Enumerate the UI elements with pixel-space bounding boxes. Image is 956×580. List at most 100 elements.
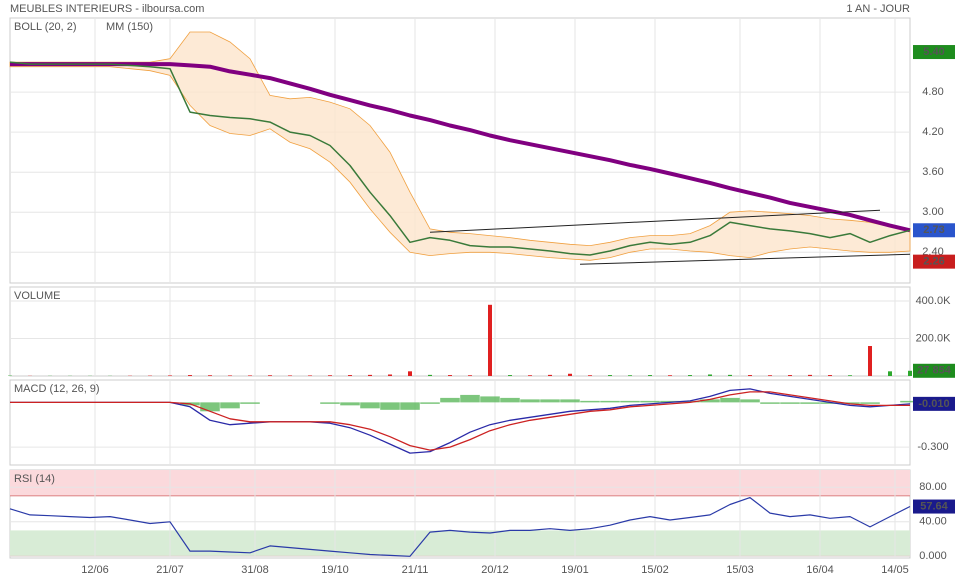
x-tick-label: 12/06 xyxy=(81,564,109,576)
volume-bar xyxy=(708,374,712,376)
x-tick-label: 19/10 xyxy=(321,564,349,576)
value-badge xyxy=(913,396,955,411)
volume-bar xyxy=(428,374,432,376)
histogram-bar xyxy=(620,400,640,403)
zone xyxy=(10,470,910,496)
panel-title: VOLUME xyxy=(14,290,60,302)
volume-bar xyxy=(908,370,912,376)
panel-frame xyxy=(9,379,911,466)
histogram-bar xyxy=(700,399,720,403)
value-badge-label: -0.010 xyxy=(918,398,949,410)
panel-title: MACD (12, 26, 9) xyxy=(14,383,100,395)
y-tick-label: 0.000 xyxy=(919,550,947,562)
series-line xyxy=(9,497,911,557)
volume-bar xyxy=(888,371,892,376)
x-tick-label: 16/04 xyxy=(806,564,834,576)
histogram-bar xyxy=(420,402,440,404)
y-tick-label: 3.60 xyxy=(922,166,943,178)
bollinger-band xyxy=(9,31,911,261)
y-tick-label: 4.80 xyxy=(922,86,943,98)
y-tick-label: 200.0K xyxy=(916,332,952,344)
y-tick-label: 4.20 xyxy=(922,126,943,138)
histogram-bar xyxy=(900,400,920,403)
value-badge xyxy=(913,223,955,238)
volume-bar xyxy=(588,375,592,376)
y-tick-label: 40.00 xyxy=(919,516,947,528)
volume-bar xyxy=(208,375,212,376)
volume-bar xyxy=(388,374,392,376)
histogram-bar xyxy=(580,400,600,403)
volume-bar xyxy=(768,375,772,376)
panel: -0.300 MACD (12, 26, 9) -0.010 xyxy=(9,379,955,466)
volume-bar xyxy=(568,373,572,376)
histogram-bar xyxy=(780,402,800,404)
volume-bar xyxy=(168,375,172,376)
x-tick-label: 15/02 xyxy=(641,564,669,576)
histogram-bar xyxy=(540,399,560,403)
histogram-bar xyxy=(360,402,380,409)
volume-bar xyxy=(868,346,872,376)
histogram-bar xyxy=(560,399,580,403)
volume-bar xyxy=(528,375,532,376)
y-tick-label: 400.0K xyxy=(916,295,952,307)
x-tick-label: 19/01 xyxy=(561,564,589,576)
histogram-bar xyxy=(340,402,360,406)
chart-title: MEUBLES INTERIEURS - ilboursa.com xyxy=(10,3,204,15)
x-tick-label: 31/08 xyxy=(241,564,269,576)
volume-bar xyxy=(228,375,232,376)
histogram-bar xyxy=(320,402,340,404)
histogram-bar xyxy=(380,402,400,410)
histogram-bar xyxy=(840,402,860,404)
x-tick-label: 15/03 xyxy=(726,564,754,576)
x-tick-label: 21/07 xyxy=(156,564,184,576)
value-badge xyxy=(913,254,955,269)
chart-subtitle: 1 AN - JOUR xyxy=(846,3,910,15)
volume-bar xyxy=(348,375,352,376)
volume-bar xyxy=(548,374,552,376)
histogram-bar xyxy=(820,402,840,404)
panel: 400.0K 200.0K VOLUME 27 854 xyxy=(8,286,955,378)
histogram-bar xyxy=(200,402,220,412)
trendline xyxy=(429,209,881,233)
value-badge-label: 57.64 xyxy=(920,500,948,512)
value-badge-label: 2.73 xyxy=(923,224,944,236)
histogram-bar xyxy=(740,399,760,403)
volume-bar xyxy=(848,375,852,376)
volume-bar xyxy=(608,375,612,376)
volume-bar xyxy=(728,374,732,376)
volume-bar xyxy=(248,375,252,376)
y-tick-label: -0.300 xyxy=(917,441,948,453)
panel: 12/06 21/07 31/08 19/10 21/11 20/12 19/01 15/02… xyxy=(9,469,955,576)
trendline xyxy=(579,253,911,265)
volume-bar xyxy=(648,375,652,376)
value-badge xyxy=(913,499,955,514)
x-tick-label: 20/12 xyxy=(481,564,509,576)
histogram-bar xyxy=(220,402,240,409)
histogram-bar xyxy=(600,400,620,403)
panel-frame xyxy=(9,286,911,377)
histogram-bar xyxy=(240,402,260,404)
value-badge-label: 5.40 xyxy=(923,46,944,58)
histogram-bar xyxy=(860,402,880,404)
volume-bar xyxy=(628,375,632,376)
histogram-bar xyxy=(400,402,420,410)
histogram-bar xyxy=(460,394,480,403)
value-badge-label: 2.26 xyxy=(923,256,944,268)
histogram-bar xyxy=(720,397,740,403)
y-tick-label: 80.00 xyxy=(919,481,947,493)
histogram-bar xyxy=(440,397,460,403)
series-line xyxy=(9,61,911,256)
histogram-bar xyxy=(680,400,700,403)
volume-bar xyxy=(288,375,292,376)
volume-bar xyxy=(328,375,332,376)
legend-entry: BOLL (20, 2) xyxy=(14,21,77,33)
series-line xyxy=(10,62,911,233)
volume-bar xyxy=(448,375,452,376)
histogram-bar xyxy=(660,400,680,403)
volume-bar xyxy=(188,375,192,376)
y-tick-label: 3.00 xyxy=(922,206,943,218)
legend-entry: MM (150) xyxy=(106,21,153,33)
